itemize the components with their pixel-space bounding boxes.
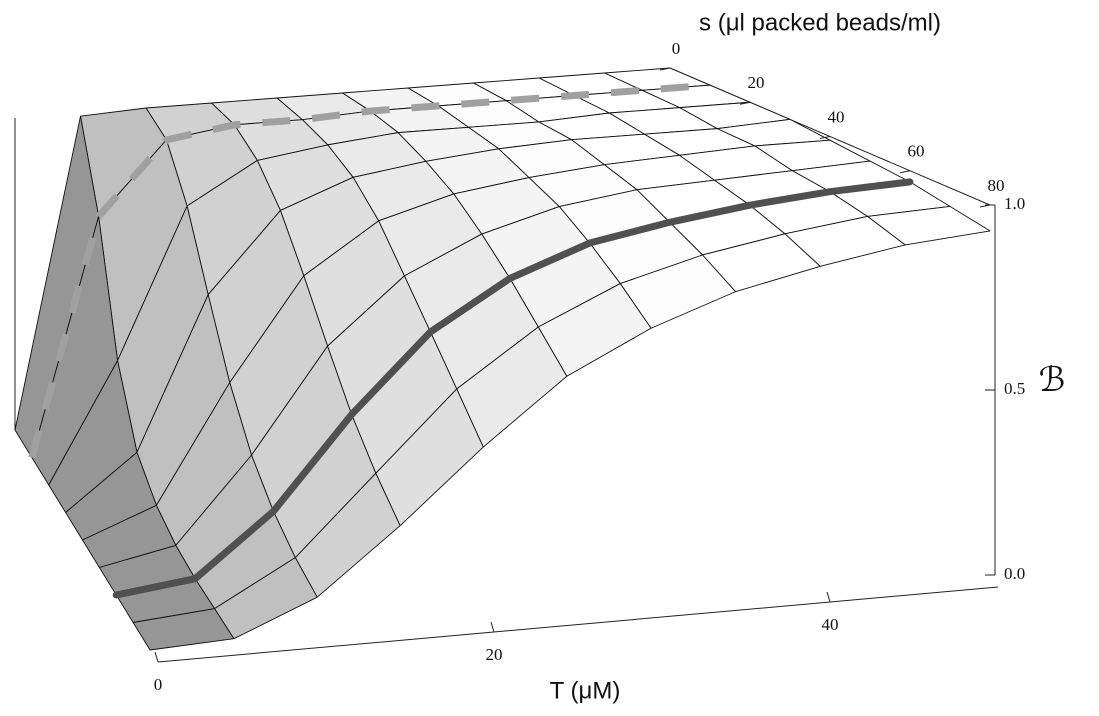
highlight-curve: [28, 81, 711, 459]
z-axis-label: ℬ: [1039, 360, 1066, 400]
y-tick-label: 60: [908, 142, 925, 161]
x-tick-label: 40: [822, 615, 839, 634]
x-axis: [157, 586, 999, 663]
x-tick-label: 20: [486, 645, 503, 664]
highlight-curve: [112, 178, 914, 599]
y-tick: [659, 67, 671, 71]
surface-patch: [132, 608, 235, 651]
y-axis-label: s (μl packed beads/ml): [699, 9, 941, 36]
z-tick-label: 1.0: [1004, 194, 1025, 213]
z-tick-label: 0.5: [1004, 379, 1025, 398]
y-tick-label: 40: [828, 107, 845, 126]
x-tick: [490, 621, 495, 633]
x-tick: [154, 651, 159, 663]
x-axis-label: T (μM): [550, 677, 621, 704]
y-tick: [979, 204, 991, 208]
y-tick-label: 20: [748, 73, 765, 92]
y-tick: [899, 170, 911, 174]
y-tick-label: 80: [988, 176, 1005, 195]
z-tick-label: 0.0: [1004, 564, 1025, 583]
x-tick-label: 0: [154, 675, 163, 694]
y-tick: [819, 136, 831, 139]
y-tick-label: 0: [672, 39, 681, 58]
x-tick: [826, 591, 831, 603]
y-tick: [739, 101, 751, 105]
